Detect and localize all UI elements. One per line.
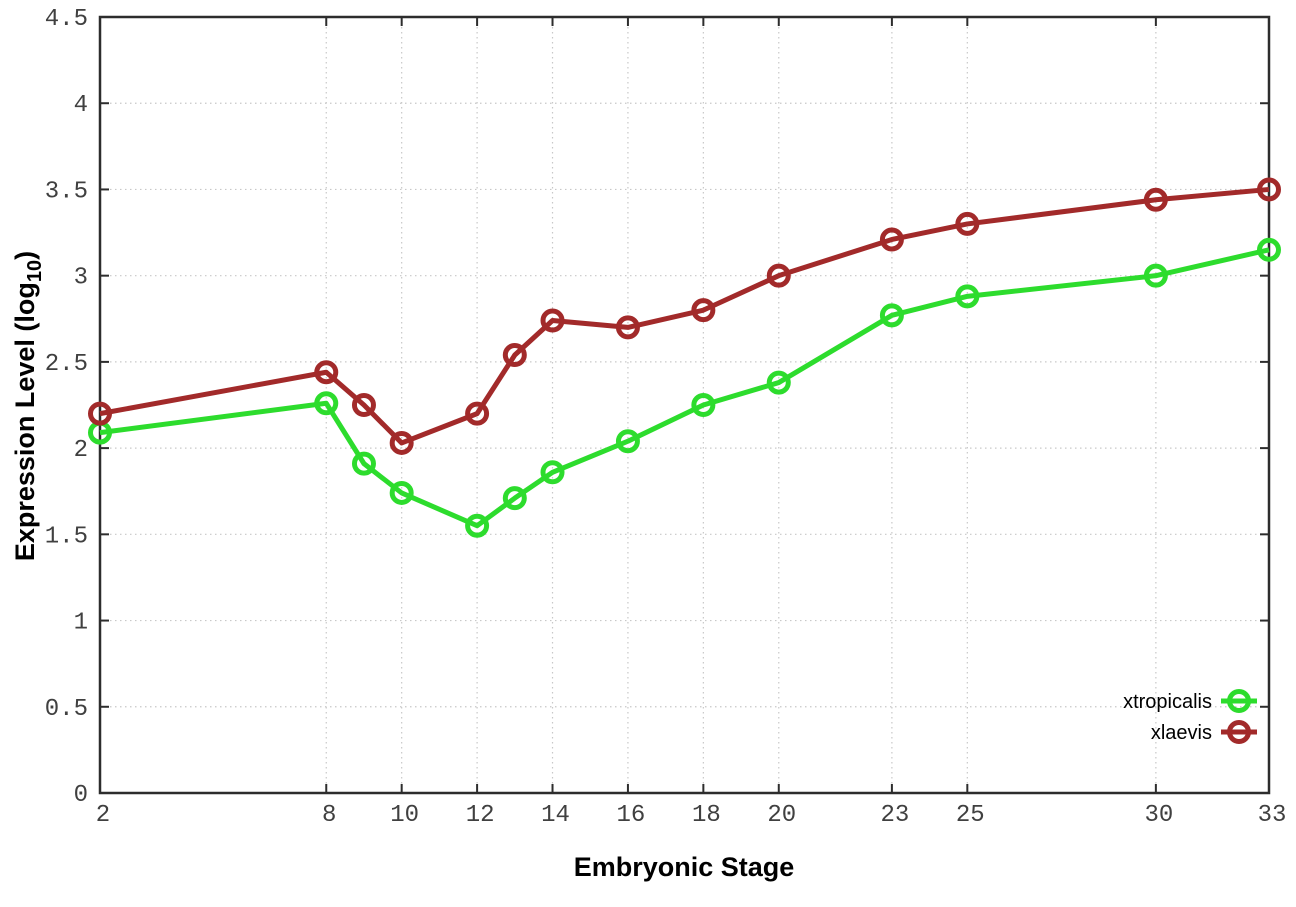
- series-xtropicalis-marker-stage-13: [502, 486, 527, 511]
- y-axis-title-main: Expression Level (log: [10, 282, 40, 561]
- series-xlaevis-marker-stage-16: [615, 315, 640, 340]
- y-tick-label: 1: [74, 610, 88, 637]
- series-xtropicalis-marker-stage-25: [955, 284, 980, 309]
- series-xlaevis-marker-stage-12: [465, 401, 490, 426]
- plot-area: 2 8 10 12 14 16 18 20 23 25 30 33 0 0.5 1 1.5 2 2.5 3 3.5 4 4…: [45, 6, 1287, 829]
- series-xlaevis-marker-stage-23: [879, 227, 904, 252]
- series-xtropicalis-marker-stage-12: [465, 513, 490, 538]
- series-xtropicalis-line: [99, 247, 1270, 529]
- y-tick-label: 2: [74, 437, 88, 464]
- series-xtropicalis-marker-stage-10: [389, 480, 414, 505]
- y-tick-label: 3: [74, 265, 88, 292]
- series-xlaevis-marker-stage-33: [1257, 177, 1281, 202]
- series-xlaevis-marker-stage-10: [389, 430, 414, 455]
- series-xtropicalis-marker-stage-23: [879, 303, 904, 328]
- legend-sample-marker-xtropicalis: [1227, 689, 1251, 713]
- y-tick-label: 3.5: [45, 178, 88, 205]
- y-axis-title-close: ): [10, 251, 40, 260]
- legend-sample-marker-xlaevis: [1227, 720, 1251, 744]
- x-tick-label: 23: [880, 802, 909, 829]
- x-tick-label: 12: [466, 802, 495, 829]
- x-tick-label: 33: [1258, 802, 1287, 829]
- x-tick-label: 14: [541, 802, 570, 829]
- series-xtropicalis-marker-stage-8: [314, 391, 339, 416]
- y-tick-label: 4: [74, 92, 88, 119]
- x-tick-label: 18: [692, 802, 721, 829]
- x-tick-label: 30: [1144, 802, 1173, 829]
- x-tick-label: 10: [390, 802, 419, 829]
- x-tick-label: 25: [956, 802, 985, 829]
- x-axis-title: Embryonic Stage: [574, 852, 795, 882]
- series-xtropicalis-marker-stage-14: [540, 460, 565, 485]
- plot-border: [98, 15, 1271, 795]
- series-xtropicalis-marker-stage-9: [351, 451, 376, 476]
- series-xtropicalis-marker-stage-30: [1143, 263, 1168, 288]
- series-xlaevis-marker-stage-14: [540, 308, 565, 333]
- y-tick-label: 4.5: [45, 6, 88, 33]
- series-xlaevis-line: [99, 186, 1270, 446]
- y-tick-label: 2.5: [45, 351, 88, 378]
- x-tick-label: 16: [617, 802, 646, 829]
- y-tick-label: 0.5: [45, 696, 88, 723]
- y-axis-title: Expression Level (log10): [10, 251, 46, 561]
- y-tick-label: 0: [74, 782, 88, 809]
- series-xtropicalis-marker-stage-16: [615, 429, 640, 454]
- series-xtropicalis-marker-stage-33: [1257, 237, 1281, 262]
- series-xlaevis-marker-stage-30: [1143, 187, 1168, 212]
- x-tick-label: 20: [767, 802, 796, 829]
- legend-label-xtropicalis: xtropicalis: [1123, 691, 1212, 713]
- series-xlaevis-marker-stage-25: [955, 211, 980, 236]
- series-xlaevis-marker-stage-18: [691, 298, 716, 323]
- series-xlaevis-marker-stage-20: [766, 263, 791, 288]
- series-xtropicalis-marker-stage-18: [691, 393, 716, 417]
- series-xlaevis-marker-stage-8: [314, 360, 339, 385]
- series-xlaevis-marker-stage-2: [88, 401, 112, 426]
- series-xlaevis-marker-stage-13: [502, 342, 527, 367]
- x-tick-label: 8: [322, 802, 336, 829]
- y-axis-title-subscript: 10: [24, 260, 46, 282]
- legend-label-xlaevis: xlaevis: [1151, 722, 1212, 744]
- y-tick-label: 1.5: [45, 523, 88, 550]
- series-xtropicalis-marker-stage-20: [766, 370, 791, 395]
- x-tick-label: 2: [96, 802, 110, 829]
- series-xlaevis-marker-stage-9: [351, 393, 376, 417]
